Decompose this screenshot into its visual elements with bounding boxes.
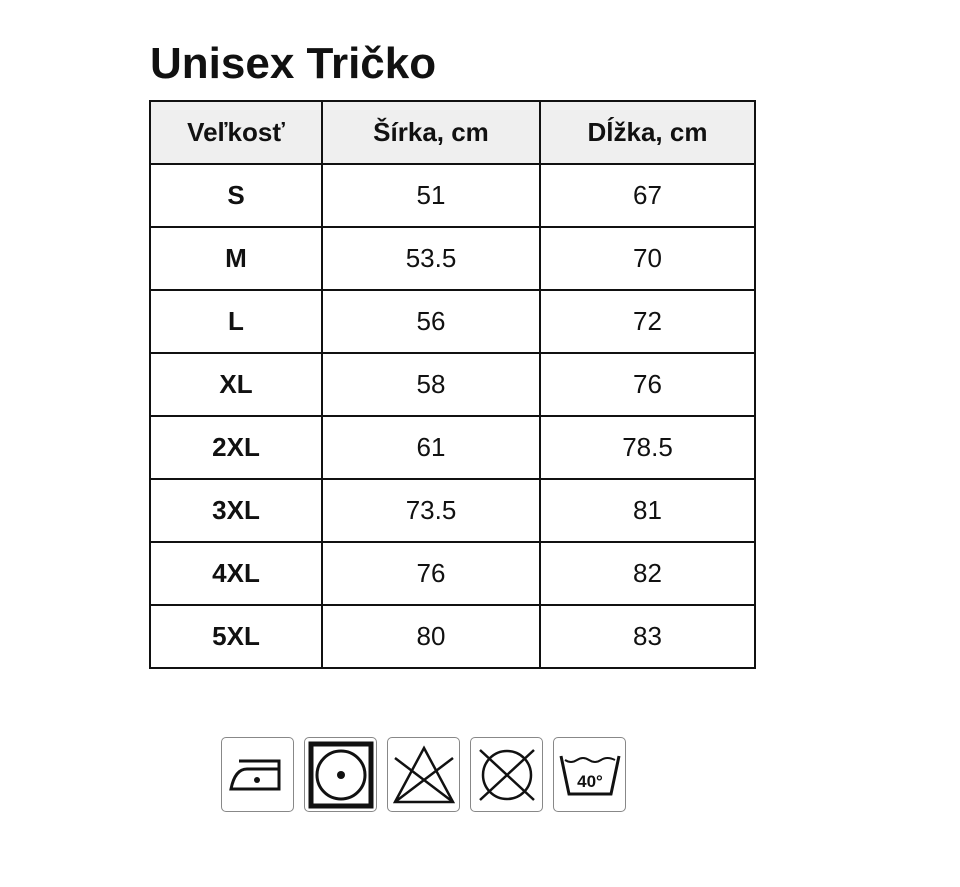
cell-size: M — [149, 226, 323, 291]
cell-length: 67 — [539, 163, 756, 228]
cell-length: 76 — [539, 352, 756, 417]
cell-width: 58 — [321, 352, 541, 417]
table-row: L 56 72 — [149, 289, 756, 354]
table-row: S 51 67 — [149, 163, 756, 228]
do-not-dry-clean-icon — [470, 737, 543, 812]
header-width: Šírka, cm — [321, 100, 541, 165]
table-row: 3XL 73.5 81 — [149, 478, 756, 543]
cell-length: 78.5 — [539, 415, 756, 480]
cell-size: L — [149, 289, 323, 354]
cell-length: 81 — [539, 478, 756, 543]
cell-size: 5XL — [149, 604, 323, 669]
table-row: 5XL 80 83 — [149, 604, 756, 669]
tumble-dry-low-icon — [304, 737, 377, 812]
table-row: 2XL 61 78.5 — [149, 415, 756, 480]
do-not-bleach-icon — [387, 737, 460, 812]
cell-length: 83 — [539, 604, 756, 669]
cell-width: 80 — [321, 604, 541, 669]
cell-width: 73.5 — [321, 478, 541, 543]
cell-size: S — [149, 163, 323, 228]
cell-length: 72 — [539, 289, 756, 354]
table-header-row: Veľkosť Šírka, cm Dĺžka, cm — [149, 100, 756, 165]
wash-temp: 40° — [577, 772, 603, 791]
page-title: Unisex Tričko — [150, 39, 437, 88]
table-row: M 53.5 70 — [149, 226, 756, 291]
cell-width: 76 — [321, 541, 541, 606]
care-icons: 40° — [221, 737, 626, 812]
header-size: Veľkosť — [149, 100, 323, 165]
cell-width: 61 — [321, 415, 541, 480]
wash-40-icon: 40° — [553, 737, 626, 812]
cell-width: 53.5 — [321, 226, 541, 291]
header-length: Dĺžka, cm — [539, 100, 756, 165]
iron-low-heat-icon — [221, 737, 294, 812]
cell-width: 51 — [321, 163, 541, 228]
cell-size: 3XL — [149, 478, 323, 543]
size-table: Veľkosť Šírka, cm Dĺžka, cm S 51 67 M 53.5 70… — [149, 100, 756, 669]
table-row: XL 58 76 — [149, 352, 756, 417]
table-row: 4XL 76 82 — [149, 541, 756, 606]
cell-size: 4XL — [149, 541, 323, 606]
cell-length: 82 — [539, 541, 756, 606]
cell-size: 2XL — [149, 415, 323, 480]
cell-width: 56 — [321, 289, 541, 354]
cell-length: 70 — [539, 226, 756, 291]
cell-size: XL — [149, 352, 323, 417]
